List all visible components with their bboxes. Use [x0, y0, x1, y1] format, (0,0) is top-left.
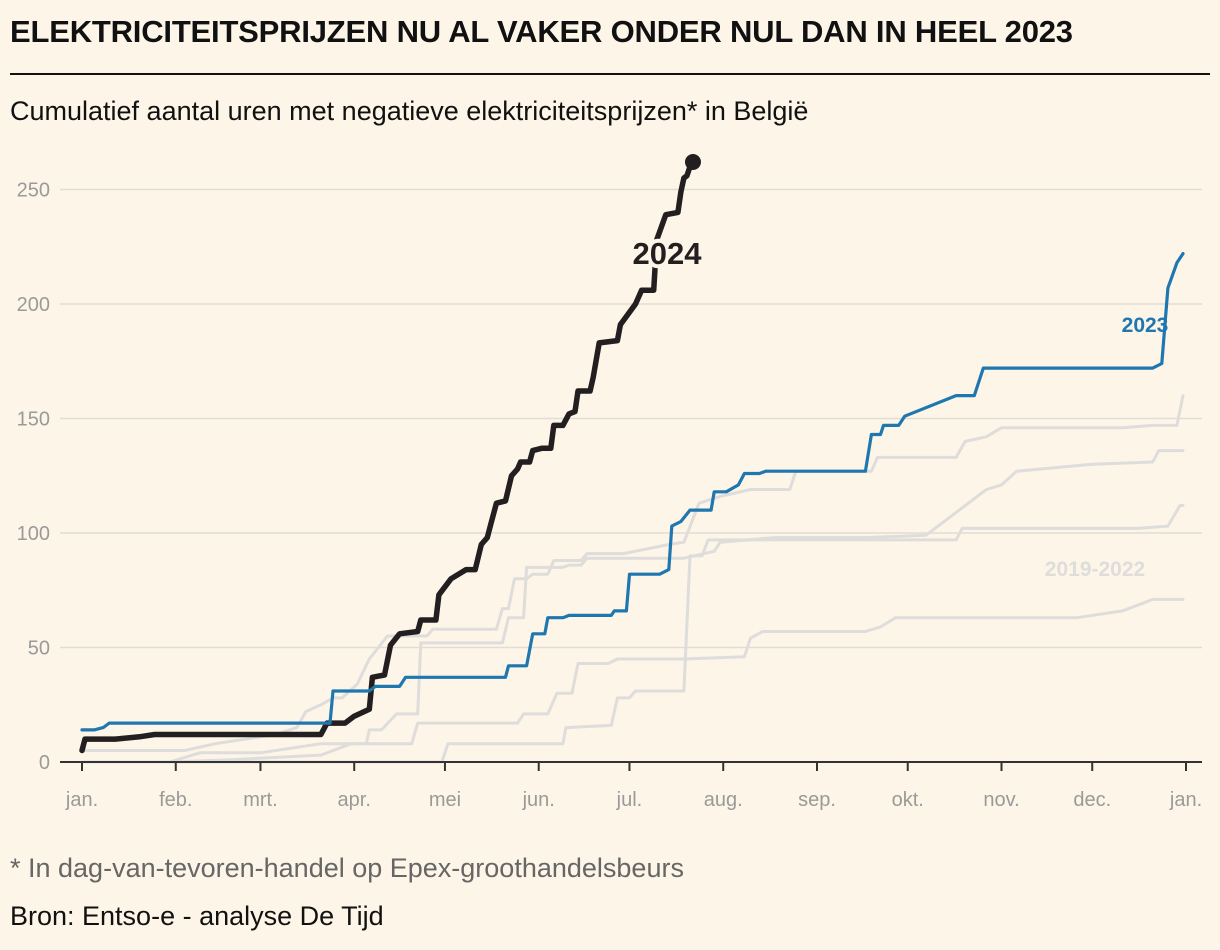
footnote: * In dag-van-tevoren-handel op Epex-groo…	[10, 853, 684, 883]
grid-lines	[60, 188, 1202, 649]
historic-series-group	[80, 394, 1185, 764]
y-tick-label: 0	[39, 752, 50, 774]
x-tick-label: dec.	[1073, 789, 1111, 811]
x-tick-label: sep.	[798, 789, 836, 811]
y-tick-label: 250	[17, 180, 50, 202]
y-tick-label: 200	[17, 294, 50, 316]
title-divider	[10, 73, 1210, 75]
y-axis-ticks: 0 50 100 150 200 250	[17, 180, 50, 775]
series-end-marker-2024	[684, 154, 701, 171]
x-tick-label: mei	[429, 789, 461, 811]
x-tick-label: aug.	[704, 789, 743, 811]
series-label-2023: 2023	[1122, 314, 1169, 337]
series-label-2024: 2024	[633, 236, 703, 271]
x-axis: jan. feb. mrt. apr. mei jun. jul. aug. sep. okt. n…	[60, 761, 1202, 811]
x-tick-label: apr.	[338, 789, 371, 811]
series-line-historic	[80, 449, 1185, 764]
highlight-series-group	[79, 154, 1185, 754]
series-label-historic: 2019-2022	[1045, 558, 1145, 581]
source-note: Bron: Entso-e - analyse De Tijd	[10, 901, 384, 931]
x-tick-label: mrt.	[243, 789, 277, 811]
y-tick-label: 50	[28, 638, 50, 660]
x-tick-label: nov.	[983, 789, 1019, 811]
series-line-2024	[79, 159, 696, 754]
chart-subtitle: Cumulatief aantal uren met negatieve ele…	[10, 96, 809, 126]
x-tick-label: jul.	[616, 789, 643, 811]
y-tick-label: 100	[17, 523, 50, 545]
chart-title: ELEKTRICITEITSPRIJZEN NU AL VAKER ONDER …	[10, 14, 1073, 49]
x-tick-label: jan.	[1169, 789, 1202, 811]
series-line-historic	[80, 504, 1185, 764]
x-tick-label: jun.	[522, 789, 555, 811]
x-tick-label: okt.	[892, 789, 924, 811]
series-line-2023	[80, 252, 1185, 732]
series-labels: 2024 2023 2019-2022	[629, 232, 1169, 581]
y-tick-label: 150	[17, 409, 50, 431]
x-tick-label: jan.	[65, 789, 98, 811]
x-tick-label: feb.	[159, 789, 192, 811]
